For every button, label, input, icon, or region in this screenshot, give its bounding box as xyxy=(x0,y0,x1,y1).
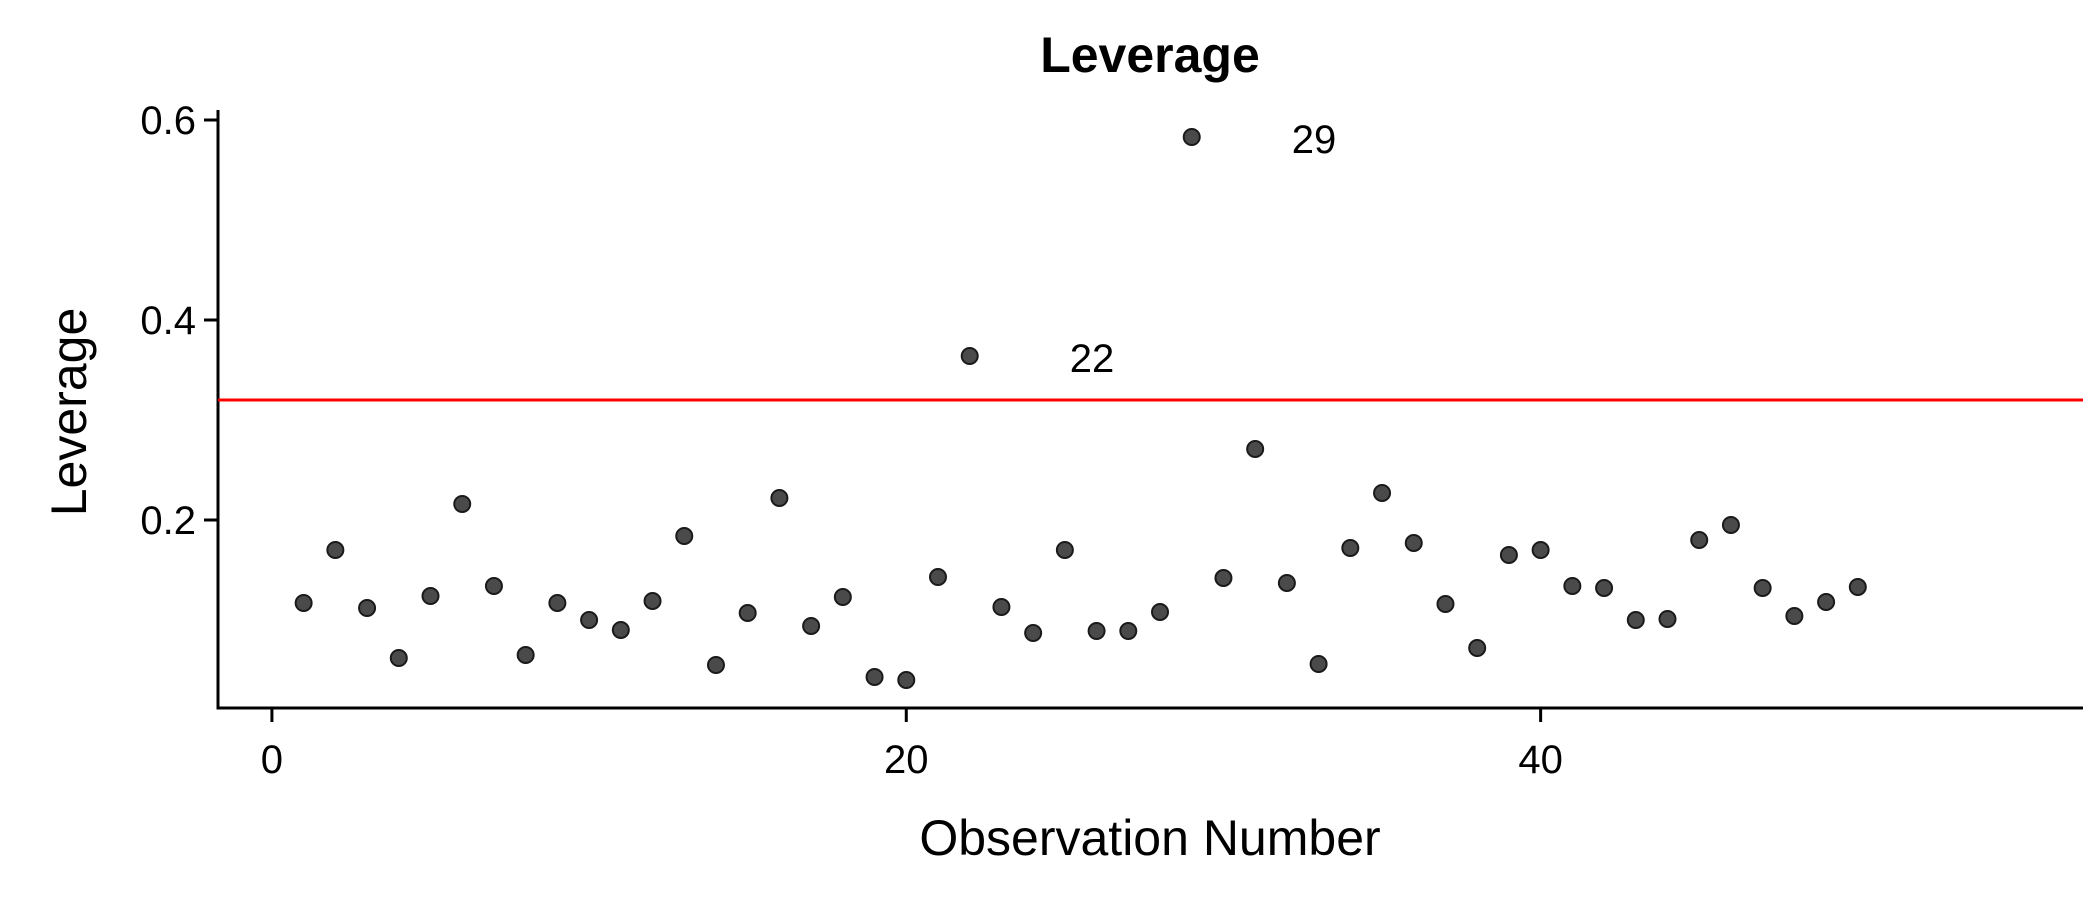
data-point xyxy=(453,495,472,513)
x-tick-label: 20 xyxy=(884,738,929,782)
data-point xyxy=(706,656,725,674)
data-point xyxy=(580,611,599,629)
data-point xyxy=(897,671,916,689)
data-point xyxy=(1531,541,1550,559)
data-point xyxy=(960,347,979,365)
data-point xyxy=(1024,624,1043,642)
data-point xyxy=(1753,579,1772,597)
data-point xyxy=(1626,611,1645,629)
y-axis-title: Leverage xyxy=(41,308,97,517)
x-tick-label: 0 xyxy=(261,738,283,782)
data-point xyxy=(1246,440,1265,458)
x-axis-title: Observation Number xyxy=(919,810,1380,866)
data-point xyxy=(484,577,503,595)
data-point xyxy=(643,592,662,610)
data-point xyxy=(1119,622,1138,640)
point-label: 29 xyxy=(1292,118,1337,162)
data-point xyxy=(865,668,884,686)
data-point xyxy=(1373,484,1392,502)
data-point xyxy=(294,594,313,612)
data-point xyxy=(1468,639,1487,657)
data-point xyxy=(1404,534,1423,552)
x-tick-label: 40 xyxy=(1518,738,1563,782)
data-point xyxy=(675,527,694,545)
data-point xyxy=(1055,541,1074,559)
data-point xyxy=(1087,622,1106,640)
plot-area: 0 20 40 0.2 0.4 0.6 22 29 xyxy=(140,99,2083,782)
data-point xyxy=(770,489,789,507)
data-point xyxy=(1721,516,1740,534)
data-point xyxy=(992,598,1011,616)
data-point xyxy=(1848,578,1867,596)
y-tick-label: 0.4 xyxy=(140,299,196,343)
data-point xyxy=(1658,610,1677,628)
data-point xyxy=(1214,569,1233,587)
data-point xyxy=(802,617,821,635)
data-point xyxy=(738,604,757,622)
data-point xyxy=(1499,546,1518,564)
data-point xyxy=(1277,574,1296,592)
data-point xyxy=(1341,539,1360,557)
data-point xyxy=(1436,595,1455,613)
data-point xyxy=(548,594,567,612)
data-point xyxy=(1817,593,1836,611)
data-point xyxy=(358,599,377,617)
data-point xyxy=(611,621,630,639)
data-point xyxy=(833,588,852,606)
data-point xyxy=(326,541,345,559)
data-point xyxy=(1151,603,1170,621)
y-tick-label: 0.6 xyxy=(140,99,196,143)
data-point xyxy=(1563,577,1582,595)
data-point xyxy=(421,587,440,605)
data-point xyxy=(1595,579,1614,597)
data-point xyxy=(1182,128,1201,146)
data-point xyxy=(389,649,408,667)
y-tick-label: 0.2 xyxy=(140,499,196,543)
point-label: 22 xyxy=(1070,337,1115,381)
data-point xyxy=(1690,531,1709,549)
data-point xyxy=(1785,607,1804,625)
chart-title: Leverage xyxy=(1040,27,1260,83)
data-point xyxy=(516,646,535,664)
data-point xyxy=(928,568,947,586)
data-point xyxy=(1309,655,1328,673)
